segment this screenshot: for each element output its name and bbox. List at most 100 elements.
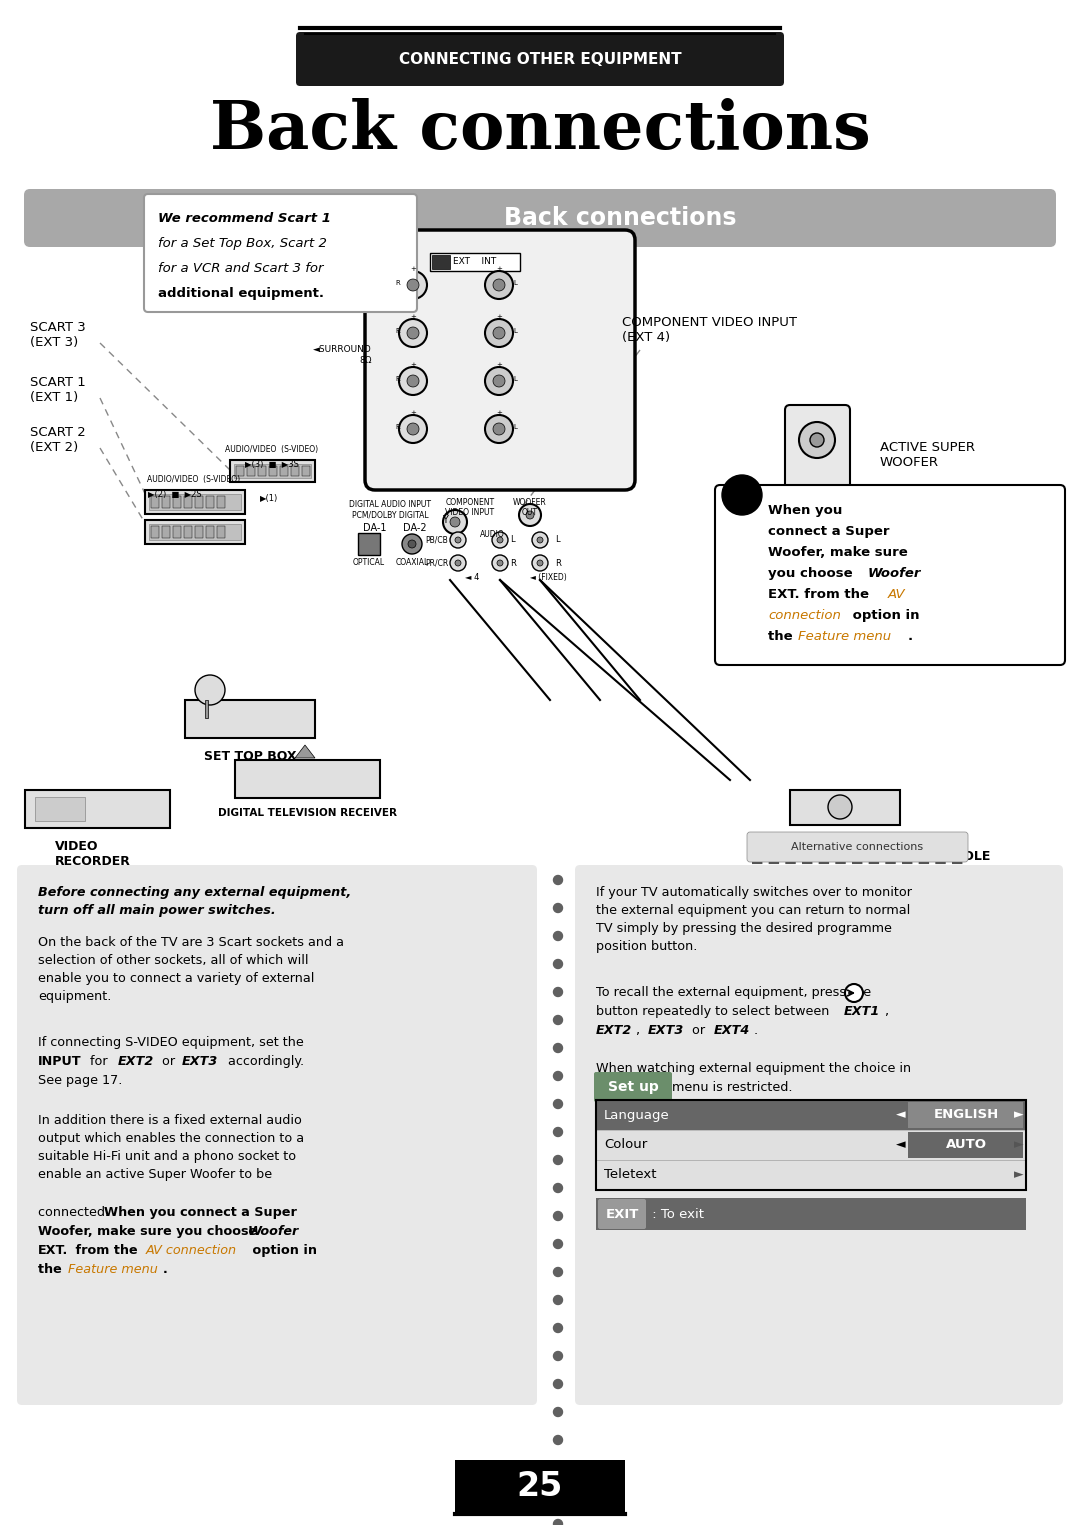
Text: Before connecting any external equipment,: Before connecting any external equipment… [38, 886, 351, 900]
Text: L: L [513, 328, 517, 334]
Text: DA-2: DA-2 [403, 523, 427, 534]
Text: AUTO: AUTO [945, 1139, 986, 1151]
Text: +: + [410, 265, 416, 271]
Circle shape [492, 279, 505, 291]
Bar [908, 1132, 1023, 1157]
Text: DIGITAL TELEVISION RECEIVER: DIGITAL TELEVISION RECEIVER [218, 808, 397, 817]
Text: OPTICAL: OPTICAL [353, 558, 386, 567]
Bar [596, 1161, 1026, 1190]
Circle shape [554, 1043, 563, 1052]
Text: +: + [496, 314, 502, 320]
FancyBboxPatch shape [17, 865, 537, 1405]
Text: for a VCR and Scart 3 for: for a VCR and Scart 3 for [158, 262, 324, 274]
Circle shape [492, 326, 505, 339]
Circle shape [537, 560, 543, 566]
Text: 25: 25 [517, 1470, 563, 1502]
Text: additional equipment.: additional equipment. [158, 287, 324, 300]
Text: L: L [513, 424, 517, 430]
Text: Teletext: Teletext [604, 1168, 657, 1182]
Circle shape [828, 795, 852, 819]
Text: AUDIO: AUDIO [480, 531, 504, 538]
Circle shape [554, 1380, 563, 1388]
FancyBboxPatch shape [594, 1072, 672, 1103]
Circle shape [399, 368, 427, 395]
Text: Set up: Set up [624, 1081, 665, 1093]
Text: you choose: you choose [768, 567, 858, 580]
Bar [162, 496, 170, 508]
Text: Back connections: Back connections [503, 206, 737, 230]
Text: ▶(1): ▶(1) [260, 494, 279, 503]
Bar [235, 759, 380, 798]
Text: connect a Super: connect a Super [768, 525, 890, 538]
Text: SCART 3
(EXT 3): SCART 3 (EXT 3) [30, 320, 85, 349]
Text: for a Set Top Box, Scart 2: for a Set Top Box, Scart 2 [158, 236, 327, 250]
Bar [145, 490, 245, 514]
Circle shape [485, 271, 513, 299]
Circle shape [455, 560, 461, 566]
Bar [596, 1130, 1026, 1161]
Circle shape [450, 532, 465, 547]
Bar [145, 520, 245, 544]
Text: COAXIAL: COAXIAL [395, 558, 429, 567]
Circle shape [399, 415, 427, 442]
Circle shape [554, 1156, 563, 1165]
Text: ▶(2)  ■  ▶2S: ▶(2) ■ ▶2S [148, 490, 202, 499]
Text: ▶(3)  ■  ▶3S: ▶(3) ■ ▶3S [245, 461, 299, 470]
FancyBboxPatch shape [575, 865, 1063, 1405]
Circle shape [554, 1240, 563, 1249]
Text: the: the [768, 630, 797, 644]
Text: When you: When you [768, 503, 842, 517]
Bar [234, 464, 311, 477]
Text: Woofer, make sure you choose: Woofer, make sure you choose [38, 1225, 261, 1238]
Circle shape [492, 375, 505, 387]
Circle shape [532, 555, 548, 570]
Bar [840, 490, 870, 499]
Circle shape [554, 1408, 563, 1417]
Bar [237, 467, 244, 476]
Text: Set up: Set up [608, 1080, 659, 1093]
Text: or: or [158, 1055, 179, 1068]
Bar [151, 496, 159, 508]
Text: ◄ 4: ◄ 4 [465, 573, 480, 583]
Circle shape [554, 875, 563, 884]
Circle shape [497, 537, 503, 543]
Text: On the back of the TV are 3 Scart sockets and a
selection of other sockets, all : On the back of the TV are 3 Scart socket… [38, 936, 345, 1003]
Bar [184, 496, 192, 508]
Text: When you connect a Super: When you connect a Super [104, 1206, 297, 1218]
Text: +: + [410, 314, 416, 320]
Text: the: the [38, 1263, 66, 1276]
Circle shape [450, 555, 465, 570]
Text: +: + [496, 410, 502, 416]
Text: menu is restricted.: menu is restricted. [669, 1081, 793, 1093]
Text: EXT    INT: EXT INT [454, 258, 497, 267]
Circle shape [723, 474, 762, 515]
Bar [596, 1100, 1026, 1130]
Text: Feature menu: Feature menu [798, 630, 891, 644]
Bar [205, 700, 208, 718]
FancyBboxPatch shape [296, 32, 784, 85]
Text: SCART 2
(EXT 2): SCART 2 (EXT 2) [30, 425, 85, 454]
Text: ◄: ◄ [896, 1139, 906, 1151]
Text: Woofer: Woofer [248, 1225, 299, 1238]
Text: WOOFER
OUT: WOOFER OUT [513, 499, 546, 517]
Text: L: L [510, 535, 515, 544]
Text: +: + [410, 410, 416, 416]
Text: EXIT: EXIT [605, 1208, 638, 1220]
Text: EXT2: EXT2 [118, 1055, 154, 1068]
Text: : To exit: : To exit [648, 1208, 704, 1220]
Text: .: . [754, 1023, 758, 1037]
FancyBboxPatch shape [715, 485, 1065, 665]
Text: R: R [395, 377, 400, 381]
Text: .: . [163, 1263, 167, 1276]
Text: We recommend Scart 1: We recommend Scart 1 [158, 212, 330, 226]
Text: ◄: ◄ [896, 1109, 906, 1121]
Circle shape [554, 1491, 563, 1501]
Text: VIDEO
RECORDER: VIDEO RECORDER [55, 840, 131, 868]
FancyBboxPatch shape [598, 1199, 646, 1229]
Text: ENGLISH: ENGLISH [933, 1109, 999, 1121]
Text: EXT.: EXT. [38, 1244, 68, 1257]
Circle shape [492, 555, 508, 570]
Circle shape [195, 676, 225, 705]
Bar [35, 798, 85, 820]
Bar [789, 790, 900, 825]
